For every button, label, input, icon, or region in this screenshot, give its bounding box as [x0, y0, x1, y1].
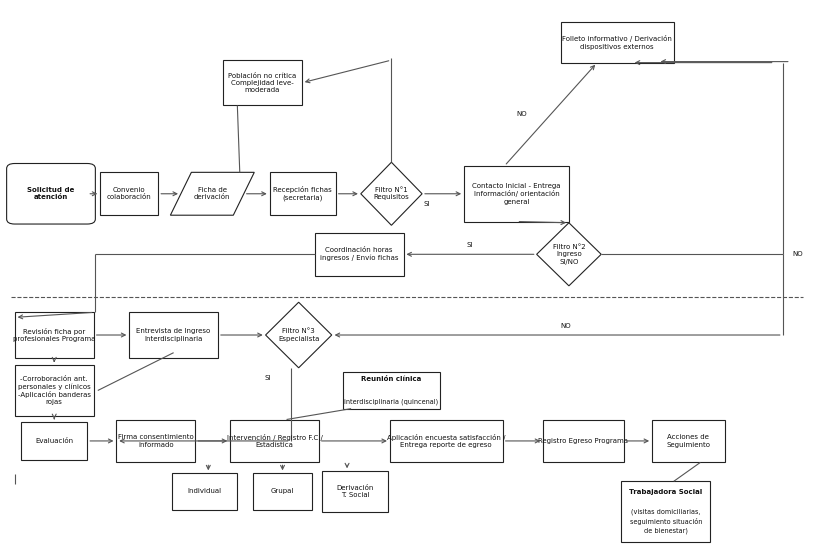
Text: Acciones de
Seguimiento: Acciones de Seguimiento [667, 434, 711, 448]
Text: de bienestar): de bienestar) [644, 527, 688, 534]
Text: Firma consentimiento
informado: Firma consentimiento informado [118, 434, 193, 448]
Bar [230, 419, 319, 463]
Bar [315, 233, 403, 276]
Text: NO: NO [517, 111, 528, 117]
Bar [116, 419, 195, 463]
Text: Recepción fichas
(secretaria): Recepción fichas (secretaria) [273, 186, 332, 201]
Text: Aplicación encuesta satisfacción /
Entrega reporte de egreso: Aplicación encuesta satisfacción / Entre… [387, 434, 506, 448]
Text: Entrevista de Ingreso
Interdisciplinaria: Entrevista de Ingreso Interdisciplinaria [137, 329, 211, 342]
Text: -Corroboración ant.
personales y clínicos
-Aplicación banderas
rojas: -Corroboración ant. personales y clínico… [18, 376, 91, 406]
Text: SI: SI [424, 201, 430, 207]
Text: Individual: Individual [187, 489, 221, 494]
Bar [621, 481, 710, 542]
Text: Reunión clínica: Reunión clínica [361, 376, 422, 382]
Text: Registro Egreso Programa: Registro Egreso Programa [538, 438, 628, 444]
Text: Ficha de
derivación: Ficha de derivación [194, 187, 231, 201]
Polygon shape [537, 223, 601, 286]
Text: Convenio
colaboración: Convenio colaboración [107, 187, 151, 201]
Text: SI: SI [265, 375, 272, 381]
Bar [389, 419, 502, 463]
Bar [15, 312, 93, 358]
Bar [129, 312, 218, 358]
Text: (visitas domiciliarias,: (visitas domiciliarias, [631, 509, 700, 515]
Text: Filtro N°1
Requisitos: Filtro N°1 Requisitos [373, 187, 409, 201]
Polygon shape [171, 172, 254, 215]
Text: Grupal: Grupal [271, 489, 294, 494]
Bar [223, 60, 302, 105]
Text: Contacto Inicial - Entrega
Información/ orientación
general: Contacto Inicial - Entrega Información/ … [472, 183, 561, 204]
Bar [15, 365, 93, 416]
Bar [322, 471, 388, 511]
Text: interdisciplinaria (quincenal): interdisciplinaria (quincenal) [345, 399, 438, 406]
Polygon shape [266, 302, 332, 368]
Text: NO: NO [792, 252, 802, 257]
Text: Filtro N°3
Especialista: Filtro N°3 Especialista [278, 329, 320, 342]
Text: SI: SI [467, 242, 473, 248]
Text: seguimiento situación: seguimiento situación [629, 517, 702, 525]
Bar [543, 419, 624, 463]
Text: Solicitud de
atención: Solicitud de atención [28, 187, 75, 201]
Bar [464, 166, 569, 222]
FancyBboxPatch shape [7, 163, 95, 224]
Text: Folleto informativo / Derivación
dispositivos externos: Folleto informativo / Derivación disposi… [563, 35, 672, 49]
Polygon shape [361, 162, 422, 225]
Bar [652, 419, 724, 463]
Text: Intervención / Registro F.C./
Estadística: Intervención / Registro F.C./ Estadístic… [227, 434, 323, 448]
Bar [270, 172, 336, 215]
Text: Evaluación: Evaluación [35, 438, 73, 444]
Bar [343, 372, 440, 409]
Text: Derivación
T. Social: Derivación T. Social [337, 485, 374, 498]
Text: Coordinación horas
ingresos / Envío fichas: Coordinación horas ingresos / Envío fich… [320, 248, 398, 261]
Bar [21, 422, 87, 460]
Bar [172, 473, 237, 510]
Text: Población no crítica
Complejidad leve-
moderada: Población no crítica Complejidad leve- m… [228, 73, 297, 93]
Text: Revisión ficha por
profesionales Programa: Revisión ficha por profesionales Program… [13, 328, 95, 342]
Bar [561, 22, 674, 63]
Text: Filtro N°2
Ingreso
SI/NO: Filtro N°2 Ingreso SI/NO [553, 244, 585, 265]
Bar [254, 473, 311, 510]
Text: NO: NO [560, 323, 571, 329]
Text: Trabajadora Social: Trabajadora Social [629, 489, 702, 495]
Bar [100, 172, 159, 215]
